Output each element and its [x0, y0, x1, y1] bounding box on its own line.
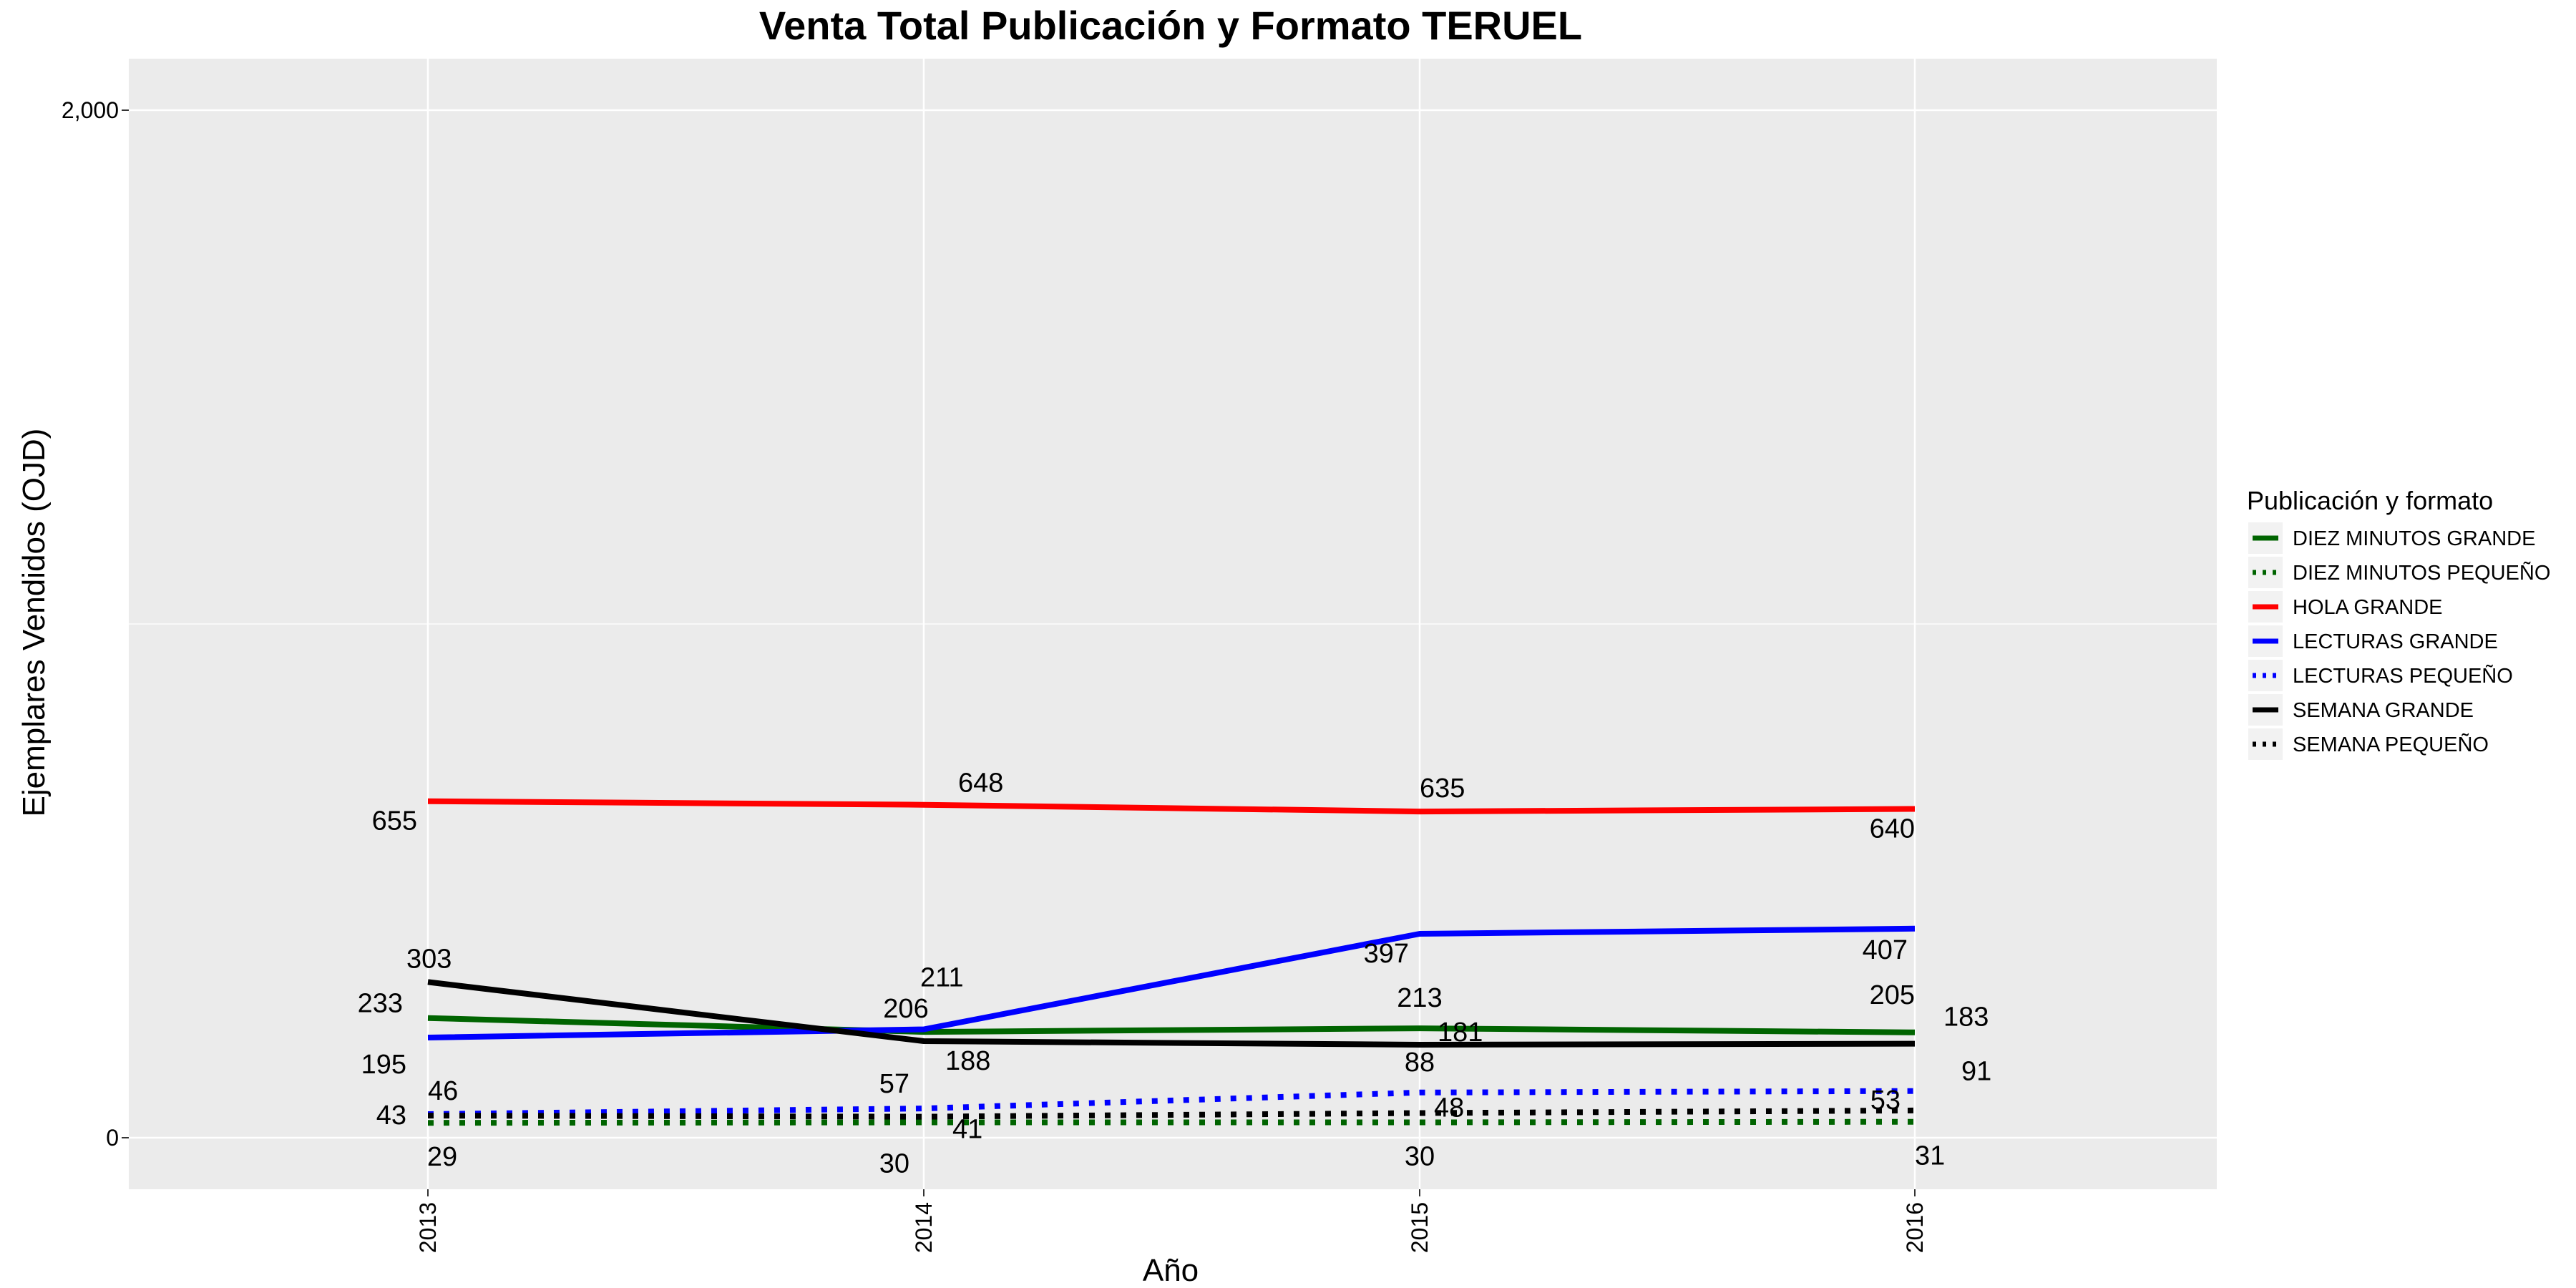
legend-label: DIEZ MINUTOS PEQUEÑO — [2293, 560, 2550, 585]
data-label: 211 — [920, 963, 964, 993]
data-label: 640 — [1870, 814, 1915, 844]
x-tick-label: 2016 — [1902, 1202, 1928, 1253]
x-tick-label: 2015 — [1407, 1202, 1433, 1253]
data-label: 88 — [1405, 1048, 1435, 1078]
data-label: 91 — [1961, 1057, 1991, 1087]
series-lines — [427, 798, 1916, 1126]
legend-label: DIEZ MINUTOS GRANDE — [2293, 527, 2535, 550]
data-label: 29 — [427, 1142, 457, 1172]
series-line — [427, 1088, 1916, 1117]
legend-label: HOLA GRANDE — [2293, 596, 2443, 619]
legend-label: SEMANA PEQUEÑO — [2293, 732, 2489, 756]
legend-label: LECTURAS PEQUEÑO — [2293, 663, 2513, 688]
series-line — [427, 798, 1916, 815]
data-label: 655 — [372, 806, 417, 836]
data-label: 635 — [1420, 774, 1465, 804]
data-label: 303 — [406, 944, 452, 974]
data-label: 181 — [1438, 1018, 1483, 1048]
data-label: 233 — [358, 989, 403, 1019]
data-label: 188 — [945, 1046, 990, 1076]
series-line — [427, 1107, 1916, 1120]
data-label: 213 — [1397, 983, 1442, 1013]
series-line — [427, 979, 1916, 1048]
data-label: 206 — [883, 994, 928, 1024]
data-label: 57 — [879, 1069, 909, 1099]
series-line — [427, 1118, 1916, 1126]
data-label: 46 — [428, 1076, 458, 1106]
series-line — [427, 925, 1916, 1040]
grid-lines — [129, 59, 2217, 1189]
data-label: 41 — [952, 1115, 982, 1145]
legend: Publicación y formato DIEZ MINUTOS GRAND… — [2247, 486, 2550, 760]
data-label: 397 — [1364, 939, 1409, 969]
y-tick-label: 2,000 — [62, 97, 119, 123]
x-axis-title: Año — [1143, 1253, 1199, 1288]
data-label: 31 — [1915, 1141, 1945, 1171]
data-labels: 233 206 213 205 29 30 30 31 655 648 635 640 195 211 39… — [358, 769, 1992, 1179]
y-axis-title: Ejemplares Vendidos (OJD) — [16, 429, 52, 817]
legend-title: Publicación y formato — [2247, 486, 2493, 515]
y-tick-label: 0 — [106, 1125, 119, 1151]
data-label: 43 — [376, 1101, 406, 1131]
data-label: 48 — [1434, 1093, 1464, 1123]
data-label: 205 — [1870, 980, 1915, 1010]
chart-title: Venta Total Publicación y Formato TERUEL — [759, 3, 1582, 48]
data-label: 30 — [1405, 1141, 1435, 1171]
data-label: 30 — [879, 1148, 909, 1179]
data-label: 53 — [1870, 1085, 1901, 1116]
x-tick-label: 2013 — [415, 1202, 441, 1253]
x-tick-label: 2014 — [911, 1202, 937, 1253]
legend-label: SEMANA GRANDE — [2293, 699, 2474, 722]
axes: 0 2,000 2013 2014 2015 2016 — [62, 97, 1928, 1253]
legend-label: LECTURAS GRANDE — [2293, 630, 2498, 653]
data-label: 195 — [361, 1050, 406, 1080]
data-label: 183 — [1943, 1002, 1989, 1033]
series-line — [427, 1015, 1916, 1035]
data-label: 407 — [1863, 935, 1908, 965]
data-label: 648 — [958, 769, 1003, 799]
